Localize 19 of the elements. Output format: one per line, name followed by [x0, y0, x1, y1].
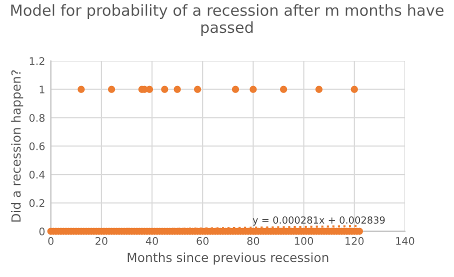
- y-tick-label: 0.6: [29, 142, 45, 150]
- y-tick-label: 0.2: [29, 199, 44, 208]
- y-tick-label: 1: [40, 86, 44, 94]
- x-tick-label: 120: [346, 237, 364, 245]
- x-tick-label: 40: [146, 237, 158, 245]
- x-axis-title: Months since previous recession: [128, 252, 328, 265]
- x-tick-label: 100: [294, 237, 314, 245]
- y-axis-title: Did a recession happen?: [11, 70, 24, 222]
- y-tick-label: 1.2: [30, 57, 44, 65]
- x-tick-label: 60: [196, 237, 209, 245]
- y-tick-label: 0.4: [29, 170, 45, 179]
- chart-title: Model for probability of a recession after m months have passed: [11, 4, 444, 36]
- y-tick-label: 0: [39, 228, 45, 236]
- x-tick-label: 0: [48, 237, 54, 245]
- x-tick-label: 140: [396, 237, 414, 245]
- x-tick-label: 80: [247, 237, 260, 245]
- annotation: y = 0.000281x + 0.002839: [252, 216, 385, 226]
- x-tick-label: 20: [96, 237, 108, 245]
- y-tick-label: 0.8: [29, 114, 45, 122]
